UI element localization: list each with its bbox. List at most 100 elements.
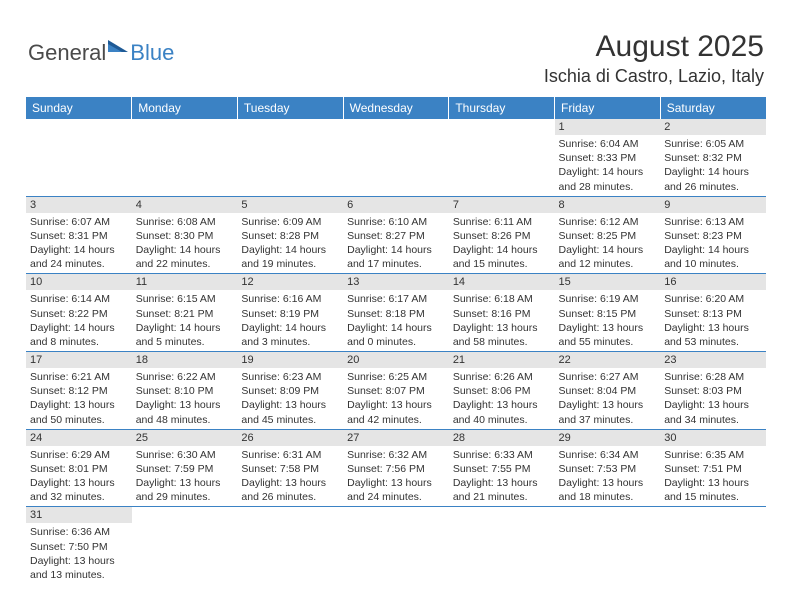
calendar-cell bbox=[132, 119, 238, 196]
calendar-cell: 17Sunrise: 6:21 AMSunset: 8:12 PMDayligh… bbox=[26, 352, 132, 430]
day-line-d1: Daylight: 14 hours bbox=[559, 243, 657, 257]
title-block: August 2025 Ischia di Castro, Lazio, Ita… bbox=[544, 30, 764, 87]
calendar-cell: 23Sunrise: 6:28 AMSunset: 8:03 PMDayligh… bbox=[660, 352, 766, 430]
day-line-d1: Daylight: 14 hours bbox=[136, 321, 234, 335]
calendar-row: 3Sunrise: 6:07 AMSunset: 8:31 PMDaylight… bbox=[26, 196, 766, 274]
day-line-ss: Sunset: 8:06 PM bbox=[453, 384, 551, 398]
calendar-cell: 21Sunrise: 6:26 AMSunset: 8:06 PMDayligh… bbox=[449, 352, 555, 430]
calendar-row: 17Sunrise: 6:21 AMSunset: 8:12 PMDayligh… bbox=[26, 352, 766, 430]
day-number: 2 bbox=[660, 119, 766, 135]
weekday-header: Saturday bbox=[660, 97, 766, 119]
calendar-cell: 10Sunrise: 6:14 AMSunset: 8:22 PMDayligh… bbox=[26, 274, 132, 352]
logo: General Blue bbox=[28, 38, 174, 67]
calendar-cell: 30Sunrise: 6:35 AMSunset: 7:51 PMDayligh… bbox=[660, 429, 766, 507]
day-line-sr: Sunrise: 6:04 AM bbox=[559, 137, 657, 151]
day-number: 11 bbox=[132, 274, 238, 290]
day-number: 4 bbox=[132, 197, 238, 213]
day-content: Sunrise: 6:13 AMSunset: 8:23 PMDaylight:… bbox=[660, 213, 766, 274]
day-line-d2: and 3 minutes. bbox=[241, 335, 339, 349]
calendar-cell: 5Sunrise: 6:09 AMSunset: 8:28 PMDaylight… bbox=[237, 196, 343, 274]
day-line-sr: Sunrise: 6:32 AM bbox=[347, 448, 445, 462]
day-line-d1: Daylight: 13 hours bbox=[559, 398, 657, 412]
logo-text-blue: Blue bbox=[130, 40, 174, 66]
day-content: Sunrise: 6:31 AMSunset: 7:58 PMDaylight:… bbox=[237, 446, 343, 507]
day-line-ss: Sunset: 7:51 PM bbox=[664, 462, 762, 476]
weekday-header: Monday bbox=[132, 97, 238, 119]
day-line-sr: Sunrise: 6:28 AM bbox=[664, 370, 762, 384]
day-line-d2: and 18 minutes. bbox=[559, 490, 657, 504]
day-line-d1: Daylight: 14 hours bbox=[664, 165, 762, 179]
day-content: Sunrise: 6:07 AMSunset: 8:31 PMDaylight:… bbox=[26, 213, 132, 274]
day-line-d1: Daylight: 14 hours bbox=[559, 165, 657, 179]
day-content: Sunrise: 6:12 AMSunset: 8:25 PMDaylight:… bbox=[555, 213, 661, 274]
calendar-cell bbox=[132, 507, 238, 584]
day-line-d2: and 45 minutes. bbox=[241, 413, 339, 427]
day-line-sr: Sunrise: 6:14 AM bbox=[30, 292, 128, 306]
day-line-ss: Sunset: 8:09 PM bbox=[241, 384, 339, 398]
day-line-d1: Daylight: 13 hours bbox=[136, 398, 234, 412]
calendar-cell bbox=[449, 507, 555, 584]
day-number: 8 bbox=[555, 197, 661, 213]
day-content: Sunrise: 6:36 AMSunset: 7:50 PMDaylight:… bbox=[26, 523, 132, 584]
day-line-ss: Sunset: 7:55 PM bbox=[453, 462, 551, 476]
day-line-d2: and 55 minutes. bbox=[559, 335, 657, 349]
calendar-row: 1Sunrise: 6:04 AMSunset: 8:33 PMDaylight… bbox=[26, 119, 766, 196]
day-line-sr: Sunrise: 6:11 AM bbox=[453, 215, 551, 229]
day-content: Sunrise: 6:18 AMSunset: 8:16 PMDaylight:… bbox=[449, 290, 555, 351]
calendar-cell: 28Sunrise: 6:33 AMSunset: 7:55 PMDayligh… bbox=[449, 429, 555, 507]
day-content: Sunrise: 6:05 AMSunset: 8:32 PMDaylight:… bbox=[660, 135, 766, 196]
calendar-cell bbox=[237, 119, 343, 196]
day-content: Sunrise: 6:29 AMSunset: 8:01 PMDaylight:… bbox=[26, 446, 132, 507]
day-line-d2: and 22 minutes. bbox=[136, 257, 234, 271]
day-number: 1 bbox=[555, 119, 661, 135]
day-content: Sunrise: 6:35 AMSunset: 7:51 PMDaylight:… bbox=[660, 446, 766, 507]
day-number: 5 bbox=[237, 197, 343, 213]
day-line-ss: Sunset: 7:59 PM bbox=[136, 462, 234, 476]
day-number: 13 bbox=[343, 274, 449, 290]
day-line-ss: Sunset: 7:56 PM bbox=[347, 462, 445, 476]
calendar-cell bbox=[343, 507, 449, 584]
calendar-cell bbox=[449, 119, 555, 196]
weekday-header: Wednesday bbox=[343, 97, 449, 119]
day-number: 12 bbox=[237, 274, 343, 290]
day-content: Sunrise: 6:10 AMSunset: 8:27 PMDaylight:… bbox=[343, 213, 449, 274]
day-line-sr: Sunrise: 6:17 AM bbox=[347, 292, 445, 306]
weekday-header: Sunday bbox=[26, 97, 132, 119]
day-line-ss: Sunset: 8:22 PM bbox=[30, 307, 128, 321]
calendar-cell: 16Sunrise: 6:20 AMSunset: 8:13 PMDayligh… bbox=[660, 274, 766, 352]
day-number: 27 bbox=[343, 430, 449, 446]
day-line-d2: and 34 minutes. bbox=[664, 413, 762, 427]
day-line-d1: Daylight: 14 hours bbox=[453, 243, 551, 257]
day-content: Sunrise: 6:16 AMSunset: 8:19 PMDaylight:… bbox=[237, 290, 343, 351]
day-line-d1: Daylight: 13 hours bbox=[559, 476, 657, 490]
calendar-cell: 11Sunrise: 6:15 AMSunset: 8:21 PMDayligh… bbox=[132, 274, 238, 352]
day-content: Sunrise: 6:19 AMSunset: 8:15 PMDaylight:… bbox=[555, 290, 661, 351]
day-line-ss: Sunset: 8:13 PM bbox=[664, 307, 762, 321]
calendar-cell: 12Sunrise: 6:16 AMSunset: 8:19 PMDayligh… bbox=[237, 274, 343, 352]
day-line-d1: Daylight: 14 hours bbox=[241, 321, 339, 335]
day-line-d1: Daylight: 13 hours bbox=[347, 398, 445, 412]
day-line-sr: Sunrise: 6:08 AM bbox=[136, 215, 234, 229]
calendar-cell: 1Sunrise: 6:04 AMSunset: 8:33 PMDaylight… bbox=[555, 119, 661, 196]
calendar-cell: 9Sunrise: 6:13 AMSunset: 8:23 PMDaylight… bbox=[660, 196, 766, 274]
day-line-ss: Sunset: 8:31 PM bbox=[30, 229, 128, 243]
day-line-d1: Daylight: 13 hours bbox=[664, 398, 762, 412]
day-content: Sunrise: 6:04 AMSunset: 8:33 PMDaylight:… bbox=[555, 135, 661, 196]
day-line-d1: Daylight: 13 hours bbox=[30, 398, 128, 412]
calendar-table: SundayMondayTuesdayWednesdayThursdayFrid… bbox=[26, 97, 766, 584]
day-line-d2: and 58 minutes. bbox=[453, 335, 551, 349]
day-content: Sunrise: 6:08 AMSunset: 8:30 PMDaylight:… bbox=[132, 213, 238, 274]
day-number: 7 bbox=[449, 197, 555, 213]
month-title: August 2025 bbox=[544, 30, 764, 64]
day-number: 29 bbox=[555, 430, 661, 446]
day-line-d2: and 32 minutes. bbox=[30, 490, 128, 504]
calendar-cell: 26Sunrise: 6:31 AMSunset: 7:58 PMDayligh… bbox=[237, 429, 343, 507]
day-line-d1: Daylight: 13 hours bbox=[453, 321, 551, 335]
calendar-cell: 22Sunrise: 6:27 AMSunset: 8:04 PMDayligh… bbox=[555, 352, 661, 430]
day-line-d2: and 5 minutes. bbox=[136, 335, 234, 349]
day-line-d2: and 42 minutes. bbox=[347, 413, 445, 427]
calendar-cell: 7Sunrise: 6:11 AMSunset: 8:26 PMDaylight… bbox=[449, 196, 555, 274]
day-line-ss: Sunset: 8:15 PM bbox=[559, 307, 657, 321]
day-number: 18 bbox=[132, 352, 238, 368]
calendar-cell: 20Sunrise: 6:25 AMSunset: 8:07 PMDayligh… bbox=[343, 352, 449, 430]
